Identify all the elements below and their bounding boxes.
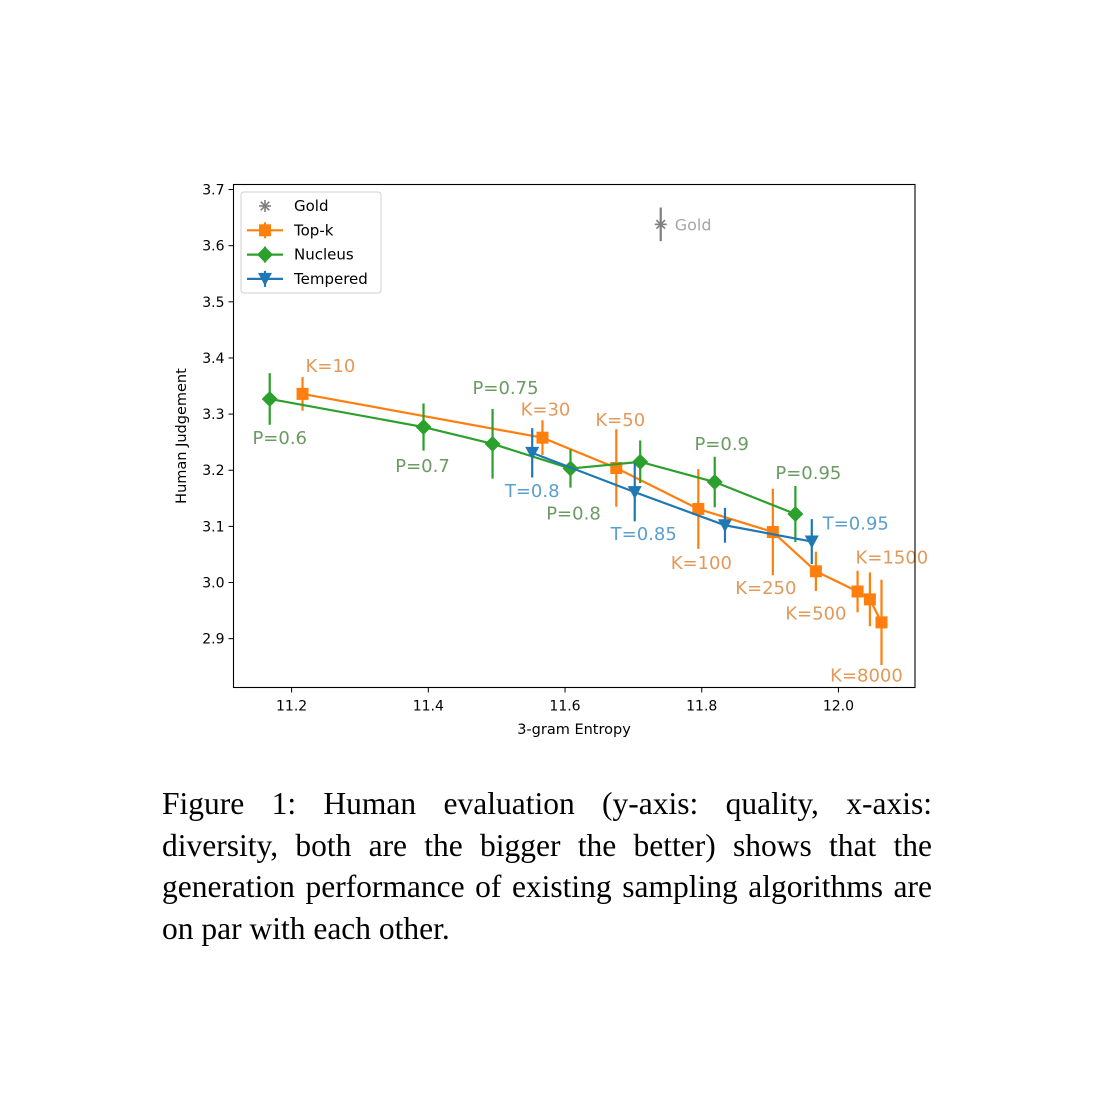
x-axis: 11.2 11.4 11.6 11.8 12.0 xyxy=(276,687,854,715)
y-axis-title: Human Judgement xyxy=(174,368,190,504)
point-label: T=0.85 xyxy=(610,524,677,545)
point-label: P=0.9 xyxy=(694,434,749,455)
point-label: K=1500 xyxy=(856,547,929,568)
y-tick-label: 2.9 xyxy=(202,632,224,648)
y-tick-label: 3.7 xyxy=(202,183,224,199)
point-label: P=0.7 xyxy=(395,456,450,477)
point-label: T=0.8 xyxy=(504,481,560,502)
legend-marker-diamond-icon xyxy=(257,246,273,263)
data-point xyxy=(627,486,642,500)
data-point xyxy=(706,474,723,491)
data-point xyxy=(296,387,309,400)
x-tick-label: 11.6 xyxy=(549,699,580,715)
legend: Gold Top-k Nucleus Tempered xyxy=(240,191,382,294)
data-point xyxy=(851,585,864,598)
legend-label: Nucleus xyxy=(294,246,354,264)
point-label: T=0.95 xyxy=(822,514,889,535)
data-point xyxy=(875,616,888,629)
legend-marker-square-icon xyxy=(259,224,271,237)
point-label: K=30 xyxy=(521,400,571,421)
y-tick-label: 3.5 xyxy=(202,295,224,311)
point-label: P=0.6 xyxy=(252,428,307,449)
y-tick-label: 3.3 xyxy=(202,407,224,423)
point-label: P=0.95 xyxy=(775,463,841,484)
data-point xyxy=(632,453,649,470)
point-label: K=10 xyxy=(306,356,356,377)
legend-box xyxy=(240,191,382,294)
x-tick-label: 11.2 xyxy=(276,699,307,715)
data-point xyxy=(692,502,705,515)
series-top-k xyxy=(296,377,888,666)
point-label: K=8000 xyxy=(830,665,903,686)
data-point xyxy=(766,525,779,538)
x-tick-label: 11.8 xyxy=(686,699,717,715)
legend-item-top-k: Top-k xyxy=(247,221,334,239)
legend-marker-star-icon xyxy=(259,200,271,212)
y-tick-label: 3.4 xyxy=(202,351,224,367)
series-line xyxy=(531,451,812,543)
legend-marker-triangle-down-icon xyxy=(258,272,272,286)
point-label: K=100 xyxy=(671,553,732,574)
point-label: K=500 xyxy=(785,603,846,624)
x-tick-label: 11.4 xyxy=(413,699,444,715)
data-point xyxy=(415,419,432,436)
series-tempered xyxy=(525,428,819,564)
x-axis-title: 3-gram Entropy xyxy=(517,722,631,738)
point-label: K=50 xyxy=(595,410,645,431)
series-gold xyxy=(654,207,667,242)
series-layer xyxy=(261,207,888,666)
point-label: P=0.75 xyxy=(473,378,539,399)
x-tick-label: 12.0 xyxy=(823,699,854,715)
data-point xyxy=(484,435,501,452)
data-point xyxy=(536,431,549,444)
y-axis: 2.9 3.0 3.1 3.2 3.3 3.4 3.5 3.6 3.7 xyxy=(202,183,234,648)
data-point xyxy=(787,506,804,523)
data-point xyxy=(525,446,540,460)
y-tick-label: 3.0 xyxy=(202,576,224,592)
legend-item-tempered: Tempered xyxy=(247,270,368,288)
point-label: K=250 xyxy=(735,578,796,599)
y-tick-label: 3.2 xyxy=(202,463,224,479)
data-point xyxy=(261,390,278,407)
legend-label: Top-k xyxy=(293,221,334,239)
data-point xyxy=(809,565,822,578)
data-point xyxy=(717,519,732,533)
point-label: Gold xyxy=(675,215,712,234)
legend-label: Tempered xyxy=(293,270,368,288)
data-point xyxy=(654,218,667,231)
y-tick-label: 3.1 xyxy=(202,519,224,535)
axes-frame xyxy=(232,183,916,689)
data-point xyxy=(863,593,876,606)
point-label: P=0.8 xyxy=(546,504,601,525)
data-point xyxy=(804,535,819,549)
legend-item-gold: Gold xyxy=(259,197,329,215)
legend-label: Gold xyxy=(294,197,329,215)
legend-item-nucleus: Nucleus xyxy=(247,246,354,264)
figure-caption: Figure 1: Human evaluation (y-axis: qual… xyxy=(162,786,932,946)
y-tick-label: 3.6 xyxy=(202,239,224,255)
